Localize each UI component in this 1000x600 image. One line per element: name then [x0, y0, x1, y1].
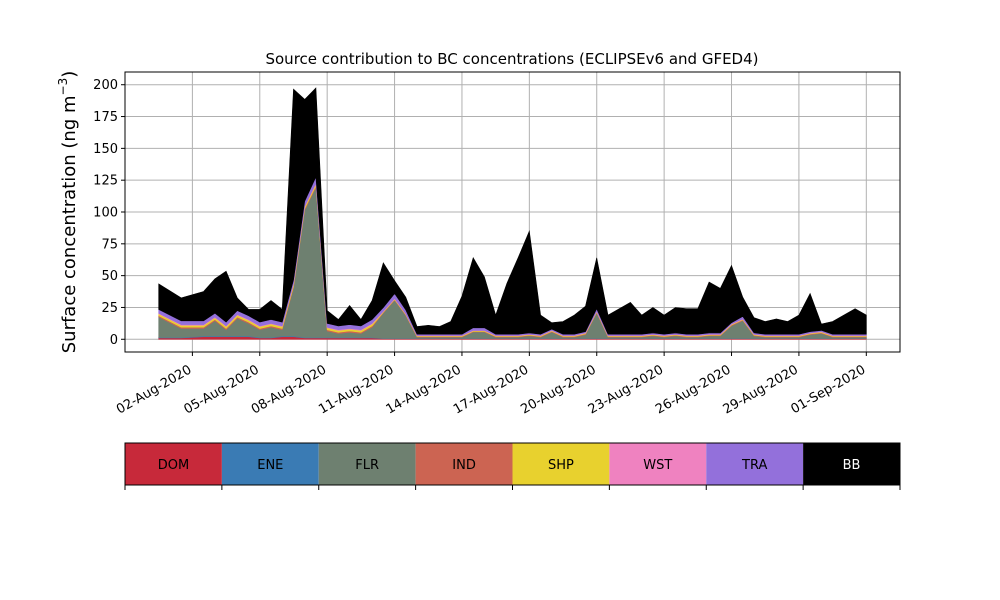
x-tick-label: 23-Aug-2020: [586, 362, 666, 417]
legend-label-ind: IND: [452, 458, 476, 473]
y-tick-label: 50: [101, 269, 118, 284]
legend-swatch-ene: [221, 443, 319, 485]
legend-label-bb: BB: [843, 458, 861, 473]
x-tick-label: 11-Aug-2020: [316, 362, 396, 417]
legend-label-shp: SHP: [548, 458, 574, 473]
chart-title: Source contribution to BC concentrations…: [265, 50, 758, 68]
y-tick-label: 25: [101, 301, 118, 316]
x-tick-label: 17-Aug-2020: [451, 362, 531, 417]
y-tick-label: 150: [93, 142, 118, 157]
x-tick-label: 29-Aug-2020: [721, 362, 801, 417]
legend-swatch-ind: [415, 443, 513, 485]
x-tick-label: 26-Aug-2020: [653, 362, 733, 417]
legend-swatch-bb: [803, 443, 900, 485]
y-axis-title: Surface concentration (ng m−3): [56, 71, 80, 354]
legend-swatch-shp: [512, 443, 610, 485]
legend-label-tra: TRA: [741, 458, 767, 473]
y-tick-label: 0: [110, 333, 118, 348]
area-bb: [158, 87, 867, 335]
legend-swatch-tra: [706, 443, 804, 485]
y-axis-title-unit-exponent: −3: [56, 78, 70, 96]
y-tick-label: 125: [93, 174, 118, 189]
x-tick-label: 08-Aug-2020: [249, 362, 329, 417]
y-tick-label: 100: [93, 206, 118, 221]
legend-swatch-wst: [609, 443, 707, 485]
legend-label-dom: DOM: [158, 458, 189, 473]
y-tick-label: 175: [93, 110, 118, 125]
y-tick-label: 75: [101, 237, 118, 252]
x-axis-ticks: 02-Aug-202005-Aug-202008-Aug-202011-Aug-…: [114, 352, 868, 418]
legend-swatch-flr: [318, 443, 416, 485]
y-axis-title-text: Surface concentration (ng m: [59, 95, 80, 353]
legend-colorbar: DOM ENE FLR IND SHP WST TRA BB: [124, 442, 901, 490]
legend-swatch-dom: [125, 443, 222, 485]
x-tick-label: 05-Aug-2020: [181, 362, 261, 417]
stacked-areas: [158, 87, 867, 340]
x-tick-label: 01-Sep-2020: [788, 362, 868, 417]
y-axis-ticks: 0 25 50 75 100 125 150 175 200: [93, 78, 125, 348]
x-tick-label: 14-Aug-2020: [384, 362, 464, 417]
legend-label-wst: WST: [643, 458, 672, 473]
x-tick-label: 02-Aug-2020: [114, 362, 194, 417]
legend-label-flr: FLR: [355, 458, 379, 473]
y-axis-title-close: ): [59, 71, 80, 78]
x-tick-label: 20-Aug-2020: [518, 362, 598, 417]
legend-label-ene: ENE: [257, 458, 283, 473]
y-tick-label: 200: [93, 78, 118, 93]
